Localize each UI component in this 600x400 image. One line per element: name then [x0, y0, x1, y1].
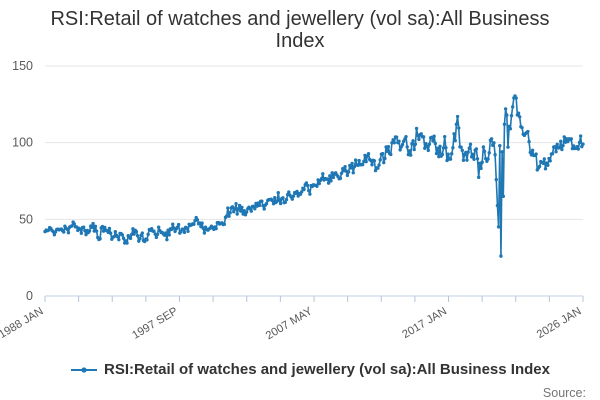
svg-text:0: 0 — [26, 289, 33, 303]
svg-text:100: 100 — [12, 136, 33, 150]
svg-text:150: 150 — [12, 59, 33, 73]
svg-text:2026 JAN: 2026 JAN — [535, 305, 584, 341]
svg-text:2007 MAY: 2007 MAY — [264, 305, 315, 342]
svg-text:1997 SEP: 1997 SEP — [130, 305, 180, 341]
svg-text:1988 JAN: 1988 JAN — [0, 305, 46, 341]
svg-text:2017 JAN: 2017 JAN — [400, 305, 449, 341]
svg-text:50: 50 — [19, 212, 33, 226]
